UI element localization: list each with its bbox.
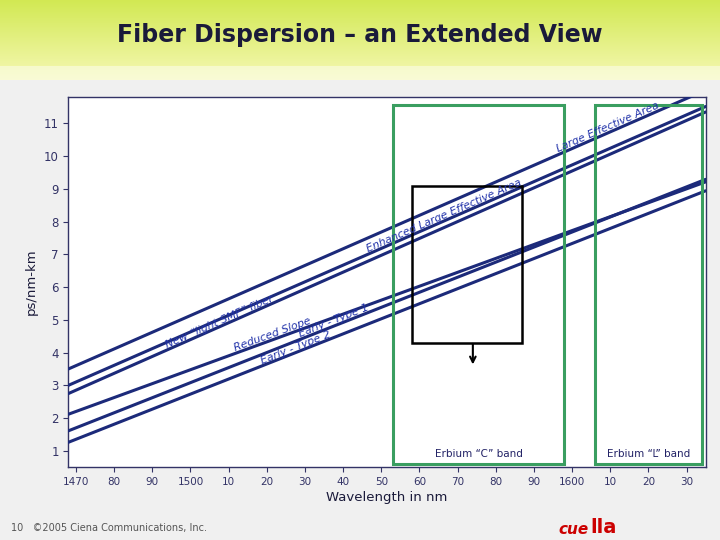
Bar — [0, 67, 720, 68]
Bar — [0, 30, 720, 31]
Bar — [0, 32, 720, 33]
Bar — [0, 31, 720, 32]
Bar — [0, 13, 720, 14]
Bar — [0, 45, 720, 46]
Bar — [0, 58, 720, 59]
Text: lla: lla — [590, 518, 617, 537]
Bar — [0, 74, 720, 75]
Bar — [0, 20, 720, 21]
Bar — [0, 72, 720, 73]
Bar — [0, 0, 720, 1]
Text: Enhanced Large Effective Area: Enhanced Large Effective Area — [365, 177, 523, 254]
Bar — [0, 23, 720, 24]
Bar — [0, 36, 720, 37]
Bar — [0, 37, 720, 38]
Bar — [0, 59, 720, 60]
Bar — [0, 73, 720, 74]
Bar — [0, 43, 720, 44]
Bar — [0, 25, 720, 26]
Bar — [0, 14, 720, 15]
Bar — [0, 57, 720, 58]
Text: Reduced Slope: Reduced Slope — [233, 316, 312, 353]
Bar — [0, 9, 720, 10]
Bar — [0, 29, 720, 30]
Bar — [0, 61, 720, 62]
Bar — [0, 4, 720, 5]
Bar — [0, 2, 720, 3]
Bar — [0, 65, 720, 66]
Bar — [0, 47, 720, 48]
Bar — [0, 1, 720, 2]
Bar — [0, 65, 720, 80]
X-axis label: Wavelength in nm: Wavelength in nm — [326, 491, 448, 504]
Bar — [0, 70, 720, 71]
Bar — [0, 56, 720, 57]
Bar — [0, 5, 720, 6]
Bar — [0, 75, 720, 76]
Bar — [0, 55, 720, 56]
Bar — [0, 10, 720, 11]
Text: cue: cue — [558, 522, 588, 537]
Bar — [0, 62, 720, 63]
Y-axis label: ps/nm-km: ps/nm-km — [25, 249, 38, 315]
Text: Early - Type 1: Early - Type 1 — [297, 302, 370, 339]
Bar — [0, 3, 720, 4]
Bar — [595, 105, 702, 464]
Bar — [0, 52, 720, 53]
Bar — [0, 19, 720, 20]
Bar — [0, 78, 720, 79]
Bar — [0, 50, 720, 51]
Text: Fiber Dispersion – an Extended View: Fiber Dispersion – an Extended View — [117, 23, 603, 47]
Bar — [0, 6, 720, 7]
Bar — [0, 54, 720, 55]
Bar — [0, 53, 720, 54]
Bar — [0, 34, 720, 35]
Text: New “light SMF” fiber: New “light SMF” fiber — [163, 293, 274, 350]
Bar — [0, 76, 720, 77]
Bar — [0, 40, 720, 41]
Bar — [0, 63, 720, 64]
Text: Early - Type 2: Early - Type 2 — [259, 329, 332, 366]
Bar — [0, 27, 720, 28]
Bar — [0, 41, 720, 42]
Bar — [0, 12, 720, 13]
Bar — [0, 64, 720, 65]
Text: 10   ©2005 Ciena Communications, Inc.: 10 ©2005 Ciena Communications, Inc. — [11, 523, 207, 533]
Bar — [0, 7, 720, 8]
Bar — [0, 71, 720, 72]
Bar — [0, 8, 720, 9]
Bar — [0, 60, 720, 61]
Bar — [0, 11, 720, 12]
Text: Erbium “L” band: Erbium “L” band — [607, 449, 690, 459]
Bar — [0, 33, 720, 34]
Bar — [392, 105, 564, 464]
Bar — [0, 35, 720, 36]
Bar — [0, 44, 720, 45]
Bar — [0, 39, 720, 40]
Bar — [0, 46, 720, 47]
Bar — [0, 15, 720, 16]
Bar — [0, 49, 720, 50]
Bar — [0, 66, 720, 67]
Bar — [0, 77, 720, 78]
Bar — [0, 17, 720, 18]
Bar — [0, 24, 720, 25]
Bar — [412, 186, 523, 343]
Bar — [0, 42, 720, 43]
Bar — [0, 16, 720, 17]
Text: Erbium “C” band: Erbium “C” band — [435, 449, 523, 459]
Bar — [0, 79, 720, 80]
Bar — [0, 26, 720, 27]
Bar — [0, 51, 720, 52]
Bar — [0, 48, 720, 49]
Bar — [0, 22, 720, 23]
Bar — [0, 69, 720, 70]
Bar — [0, 68, 720, 69]
Bar — [0, 18, 720, 19]
Text: Large Effective Area: Large Effective Area — [555, 100, 661, 154]
Bar — [0, 38, 720, 39]
Bar — [0, 28, 720, 29]
Bar — [0, 21, 720, 22]
